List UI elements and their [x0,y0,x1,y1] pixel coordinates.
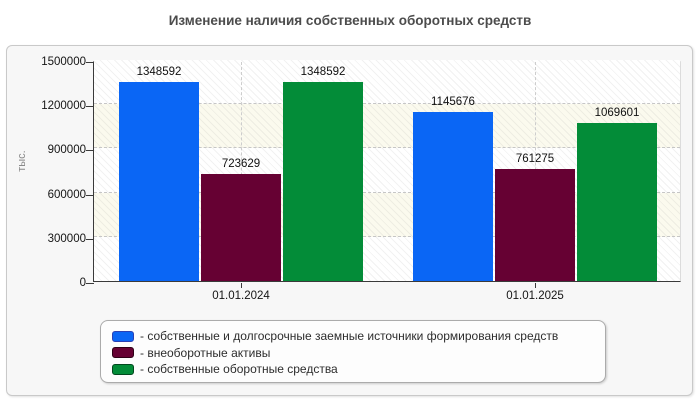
gridline [94,103,680,105]
bar-value-label: 1069601 [594,107,640,120]
y-axis-tick [86,106,94,108]
chart-title: Изменение наличия собственных оборотных … [168,13,532,28]
y-axis-tick-label: 300000 [47,232,86,245]
y-axis-tick-label: 1200000 [41,100,86,113]
y-axis-tick [86,150,94,152]
legend-swatch-green [112,363,134,375]
bar-01.01.2024-series-0 [119,82,199,281]
y-axis-tick [86,62,94,63]
bar-value-label: 1348592 [300,66,346,79]
gridline [94,147,680,149]
legend-item: - собственные оборотные средства [112,361,594,378]
x-axis-tick-label: 01.01.2024 [212,290,270,302]
y-axis-tick-label: 900000 [47,144,86,157]
bar-value-label: 761275 [515,152,555,165]
category-gridline [241,62,242,281]
bar-value-label: 1145676 [431,96,475,109]
y-axis-tick-label: 0 [79,277,86,289]
legend-swatch-maroon [112,347,134,359]
plot-area: 0 300000 600000 900000 1200000 1500000 01.01.2… [41,56,681,302]
bar-01.01.2024-series-1 [201,174,281,281]
legend-label: - собственные оборотные средства [140,362,338,377]
y-axis-tick-label: 600000 [47,188,86,201]
bar-01.01.2025-series-1 [495,168,575,281]
y-axis-tick [86,283,94,284]
y-axis-tick-label: 1500000 [41,56,86,68]
x-axis-tick-label: 01.01.2025 [506,290,564,302]
legend-swatch-blue [112,330,134,342]
legend-item: - внеоборотные активы [112,345,594,362]
y-axis-tick [86,194,94,196]
x-axis-tick [535,283,536,288]
x-axis-tick [241,283,242,288]
bar-value-label: 723629 [221,158,261,171]
gridline [94,191,680,193]
bar-01.01.2025-series-0 [413,112,493,281]
legend-label: - внеоборотные активы [140,345,271,360]
legend-label: - собственные и долгосрочные заемные ист… [140,329,559,344]
bar-01.01.2024-series-2 [283,82,363,281]
y-axis-tick [86,238,94,240]
bar-value-label: 1348592 [136,66,182,79]
chart-panel: тыс. 0 300000 600000 900000 1200000 1500000 01… [6,45,693,396]
legend-box: - собственные и долгосрочные заемные ист… [100,320,606,383]
legend-item: - собственные и долгосрочные заемные ист… [112,328,594,345]
gridline [94,235,680,237]
bar-01.01.2025-series-2 [577,123,657,281]
